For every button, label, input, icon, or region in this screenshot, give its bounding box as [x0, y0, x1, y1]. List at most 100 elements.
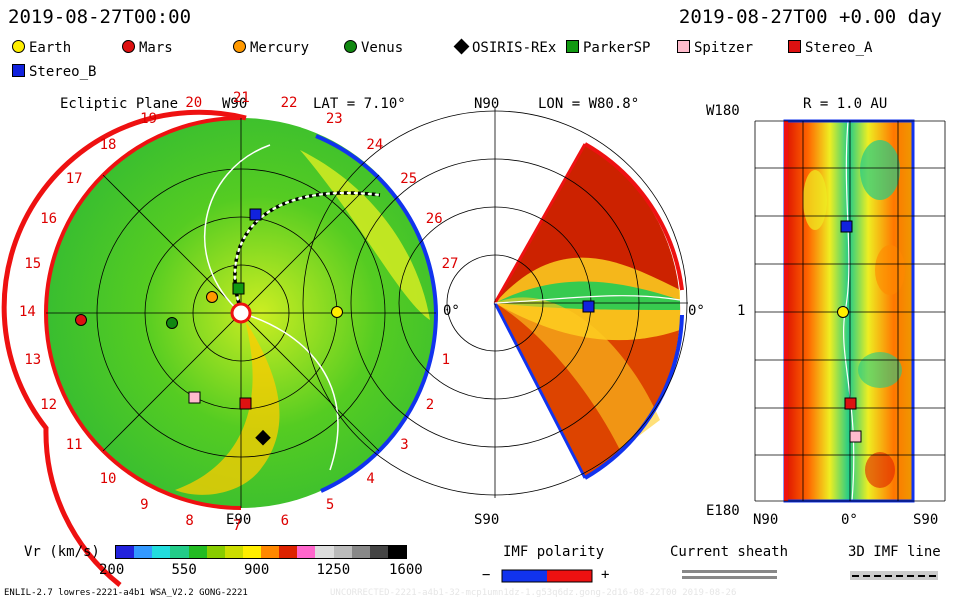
- stereo-a-marker: [239, 397, 252, 410]
- rotation-label: 8: [185, 512, 194, 529]
- stereo-b-marker: [249, 208, 262, 221]
- meridional-bottom-label: S90: [474, 512, 500, 528]
- rotation-label: 15: [24, 256, 42, 273]
- meridional-lon-label: LON = W80.8°: [538, 96, 640, 112]
- rotation-label: 24: [366, 136, 384, 153]
- rotation-label: 17: [65, 170, 83, 187]
- legend-marker-circle: [233, 40, 246, 53]
- colorbar-tick: 200: [99, 562, 125, 578]
- colorbar-tick: 550: [171, 562, 197, 578]
- rotation-label: 3: [400, 437, 409, 454]
- colorbar-segment: [170, 546, 189, 558]
- footer-right: UNCORRECTED-2221-a4b1-32-mcp1umn1dz-1.g5…: [330, 588, 737, 598]
- legend-marker-square: [677, 40, 690, 53]
- current-sheath-label: Current sheath: [670, 544, 789, 560]
- colorbar-segment: [224, 546, 243, 558]
- colorbar-segment: [279, 546, 298, 558]
- colorbar-tick: 900: [244, 562, 270, 578]
- rotation-label: 16: [40, 211, 58, 228]
- ecliptic-lat-label: LAT = 7.10°: [313, 96, 406, 112]
- legend-label: ParkerSP: [583, 40, 651, 56]
- rotation-label: 19: [140, 111, 157, 128]
- mercury-marker: [206, 291, 218, 303]
- colorbar-segment: [261, 546, 280, 558]
- radial-x-label-0: 0°: [841, 512, 858, 528]
- legend-label: Venus: [361, 40, 404, 56]
- legend-item-mars: Mars: [122, 40, 173, 56]
- rotation-label: 20: [185, 95, 203, 112]
- earth-marker-radial: [837, 306, 849, 318]
- rotation-label: 25: [400, 170, 418, 187]
- sun-marker: [230, 302, 252, 324]
- meridional-right-label: 0°: [688, 303, 705, 319]
- radial-top-label: W180: [706, 103, 740, 119]
- legend-marker-circle: [12, 40, 25, 53]
- legend-item-spitzer: Spitzer: [677, 40, 753, 56]
- rotation-label: 23: [325, 111, 343, 128]
- timestamp-right: 2019-08-27T00 +0.00 day: [678, 6, 942, 28]
- earth-marker: [331, 306, 343, 318]
- legend-label: Earth: [29, 40, 72, 56]
- rotation-label: 2: [425, 396, 435, 413]
- high-speed-stream: [175, 320, 280, 495]
- colorbar-segment: [116, 546, 135, 558]
- ecliptic-title: Ecliptic Plane: [60, 96, 179, 112]
- venus-marker: [166, 317, 178, 329]
- rotation-label: 5: [325, 496, 335, 513]
- imf-polarity-label: IMF polarity: [503, 544, 605, 560]
- colorbar-segment: [333, 546, 352, 558]
- osiris-rex-marker: [255, 429, 271, 446]
- rotation-label: 13: [24, 351, 42, 368]
- colorbar-segment: [297, 546, 316, 558]
- meridional-top-label: N90: [474, 96, 500, 112]
- rotation-label: 10: [99, 471, 117, 488]
- footer-left: ENLIL-2.7 lowres-2221-a4b1 WSA_V2.2 GONG…: [4, 588, 248, 598]
- rotation-label: 11: [65, 437, 83, 454]
- colorbar-segment: [242, 546, 261, 558]
- imf-negative-bar: [502, 570, 547, 582]
- ecliptic-bottom-label: E90: [226, 512, 252, 528]
- colorbar-segment: [206, 546, 225, 558]
- imf-positive-bar: [547, 570, 592, 582]
- legend-label: Mars: [139, 40, 173, 56]
- colorbar-segment: [387, 546, 406, 558]
- ecliptic-top-label: W90: [222, 96, 248, 112]
- stereo-a-marker-radial: [844, 397, 857, 410]
- spitzer-marker: [188, 391, 201, 404]
- legend-item-venus: Venus: [344, 40, 403, 56]
- radial-r-label: R = 1.0 AU: [803, 96, 888, 112]
- stereo-b-marker-meridional: [582, 300, 595, 313]
- rotation-label: 26: [425, 211, 443, 228]
- colorbar: [115, 545, 407, 559]
- ecliptic-right-label: 0°: [443, 303, 460, 319]
- spitzer-marker-radial: [849, 430, 862, 443]
- legend-marker-circle: [122, 40, 135, 53]
- legend-marker-square: [12, 64, 25, 77]
- legend-item-stereo-a: Stereo_A: [788, 40, 872, 56]
- legend-label: Mercury: [250, 40, 310, 56]
- legend-item-earth: Earth: [12, 40, 71, 56]
- legend-item-parkersp: ParkerSP: [566, 40, 650, 56]
- colorbar-segment: [134, 546, 153, 558]
- polarity-ring-red: [1, 109, 247, 587]
- timestamp-left: 2019-08-27T00:00: [8, 6, 192, 28]
- colorbar-tick: 1250: [316, 562, 351, 578]
- legend-label: OSIRIS-REx: [472, 40, 557, 56]
- rotation-label: 6: [280, 512, 290, 529]
- imf-plus-label: +: [601, 567, 610, 583]
- rotation-label: 22: [280, 95, 298, 112]
- radial-bottom-label: E180: [706, 503, 740, 519]
- legend-marker-circle: [344, 40, 357, 53]
- rotation-label: 18: [99, 136, 117, 153]
- legend-label: Spitzer: [694, 40, 754, 56]
- imf-minus-label: −: [482, 567, 491, 583]
- rotation-label: 1: [441, 351, 451, 368]
- legend-item-stereo-b: Stereo_B: [12, 64, 96, 80]
- legend-item-mercury: Mercury: [233, 40, 309, 56]
- legend-item-osiris-rex: OSIRIS-REx: [453, 38, 557, 56]
- legend-marker-square: [566, 40, 579, 53]
- radial-mid-label: 1: [737, 303, 746, 319]
- legend-label: Stereo_A: [805, 40, 873, 56]
